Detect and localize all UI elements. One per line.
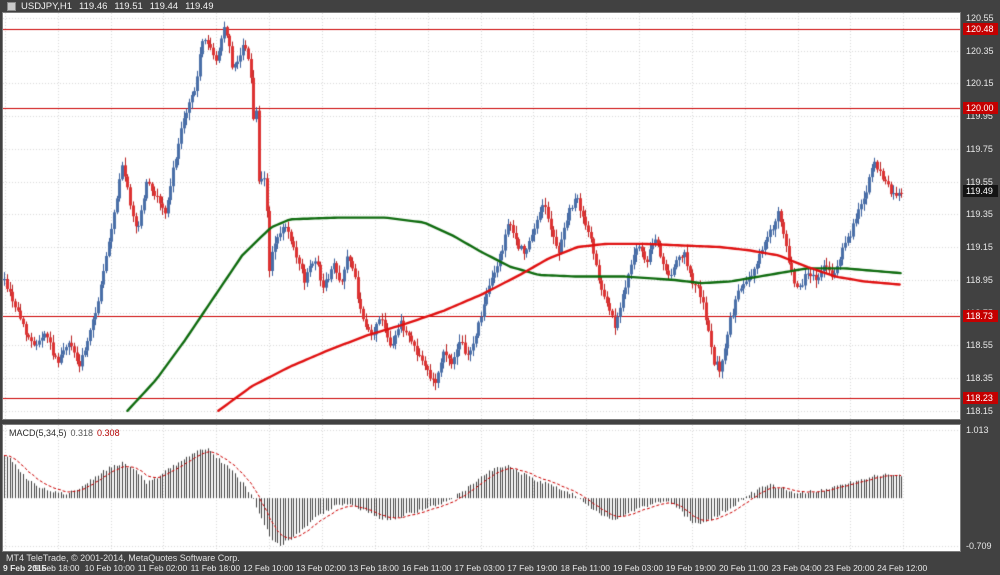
price-axis-tick: 120.15 — [966, 78, 994, 89]
time-axis-label: 9 Feb 2015 — [3, 563, 47, 573]
price-axis-tick: 120.55 — [966, 12, 994, 23]
price-axis[interactable]: 120.55 120.35 120.15 119.95 119.75 119.55 119.… — [963, 0, 1000, 575]
macd-canvas[interactable] — [3, 425, 960, 551]
price-axis-tick: 119.15 — [966, 242, 993, 253]
time-axis-label: 17 Feb 19:00 — [507, 563, 558, 573]
copyright-text: MT4 TeleTrade, © 2001-2014, MetaQuotes S… — [6, 553, 240, 563]
price-level-badge: 118.23 — [963, 391, 998, 404]
quote-low: 119.44 — [149, 0, 179, 12]
time-axis[interactable]: 9 Feb 2015 9 Feb 18:00 10 Feb 10:00 11 Feb … — [2, 563, 959, 575]
price-level-badge: 118.73 — [963, 309, 998, 322]
time-axis-label: 19 Feb 19:00 — [665, 563, 716, 573]
time-axis-label: 19 Feb 03:00 — [612, 563, 664, 573]
symbol-timeframe: USDJPY,H1 — [21, 0, 73, 12]
macd-axis-tick: 1.013 — [966, 424, 989, 435]
time-axis-label: 23 Feb 04:00 — [771, 563, 822, 573]
time-axis-label: 24 Feb 12:00 — [877, 563, 928, 573]
price-level-badge: 120.48 — [963, 23, 998, 36]
price-axis-tick: 120.35 — [966, 45, 994, 56]
time-axis-label: 10 Feb 10:00 — [84, 563, 135, 573]
macd-signal-value: 0.308 — [97, 428, 120, 438]
macd-indicator-label: MACD(5,34,5) 0.318 0.308 — [9, 428, 120, 438]
price-axis-tick: 118.55 — [966, 340, 993, 351]
time-axis-label: 9 Feb 18:00 — [34, 563, 80, 573]
time-axis-label: 11 Feb 02:00 — [137, 563, 188, 573]
quote-open: 119.46 — [79, 0, 108, 12]
chart-icon — [7, 1, 16, 11]
current-price-badge: 119.49 — [963, 185, 998, 198]
price-chart-canvas[interactable] — [3, 13, 960, 419]
time-axis-label: 23 Feb 20:00 — [824, 563, 875, 573]
price-axis-tick: 119.95 — [966, 111, 993, 122]
price-axis-tick: 119.75 — [966, 143, 993, 154]
price-chart-panel[interactable] — [2, 12, 961, 420]
quote-close: 119.49 — [185, 0, 214, 12]
time-axis-label: 12 Feb 10:00 — [243, 563, 294, 573]
price-axis-tick: 118.15 — [966, 405, 993, 416]
price-level-badge: 120.00 — [963, 101, 998, 114]
macd-main-value: 0.318 — [70, 428, 94, 438]
time-axis-label: 20 Feb 11:00 — [718, 563, 769, 573]
price-axis-tick: 118.95 — [966, 274, 993, 285]
price-axis-tick: 119.35 — [966, 209, 993, 220]
quote-high: 119.51 — [114, 0, 143, 12]
time-axis-label: 13 Feb 02:00 — [295, 563, 347, 573]
time-axis-label: 11 Feb 18:00 — [190, 563, 241, 573]
macd-name: MACD(5,34,5) — [9, 428, 67, 438]
price-axis-tick: 119.55 — [966, 176, 993, 187]
time-axis-label: 13 Feb 18:00 — [348, 563, 399, 573]
chart-header: USDJPY,H1 119.46 119.51 119.44 119.49 — [7, 0, 215, 12]
price-axis-tick: 118.35 — [966, 373, 993, 384]
macd-panel[interactable]: MACD(5,34,5) 0.318 0.308 — [2, 424, 961, 552]
time-axis-label: 17 Feb 03:00 — [454, 563, 505, 573]
time-axis-label: 16 Feb 11:00 — [401, 563, 452, 573]
time-axis-label: 18 Feb 11:00 — [560, 563, 610, 573]
macd-axis-tick: -0.709 — [966, 541, 992, 552]
